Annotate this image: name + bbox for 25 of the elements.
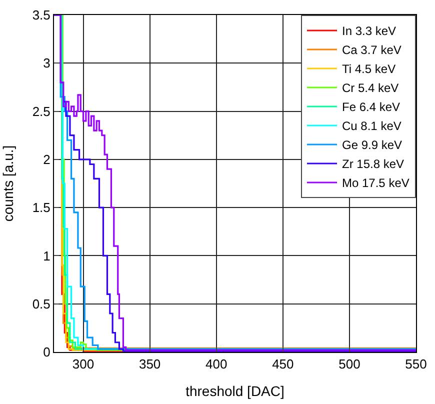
y-tick-label: 2.5 xyxy=(32,104,50,119)
legend-label: Cr 5.4 keV xyxy=(342,81,399,96)
legend-label: Ti 4.5 keV xyxy=(342,62,396,76)
x-tick-label: 300 xyxy=(72,356,94,372)
x-tick-label: 450 xyxy=(272,356,294,372)
y-tick-label: 0.5 xyxy=(32,296,50,312)
x-tick-label: 350 xyxy=(138,356,161,372)
x-tick-label: 500 xyxy=(338,356,360,372)
legend-label: Fe 6.4 keV xyxy=(342,100,400,114)
legend-label: Mo 17.5 keV xyxy=(342,176,410,190)
legend-label: Ca 3.7 keV xyxy=(342,43,402,58)
x-tick-label: 550 xyxy=(405,356,427,372)
y-tick-label: 3 xyxy=(43,56,50,71)
x-tick-label: 400 xyxy=(206,356,228,372)
y-tick-label: 1 xyxy=(43,248,50,264)
legend-label: In 3.3 keV xyxy=(342,24,396,38)
x-axis-title: threshold [DAC] xyxy=(186,382,284,399)
legend-label: Ge 9.9 keV xyxy=(342,138,402,152)
y-axis-title: counts [a.u.] xyxy=(0,145,16,222)
legend-label: Cu 8.1 keV xyxy=(342,119,402,134)
y-tick-label: 1.5 xyxy=(32,200,50,216)
y-tick-label: 2 xyxy=(43,152,50,167)
legend-label: Zr 15.8 keV xyxy=(342,157,404,172)
y-tick-label: 0 xyxy=(43,344,50,360)
y-tick-label: 3.5 xyxy=(32,8,50,23)
